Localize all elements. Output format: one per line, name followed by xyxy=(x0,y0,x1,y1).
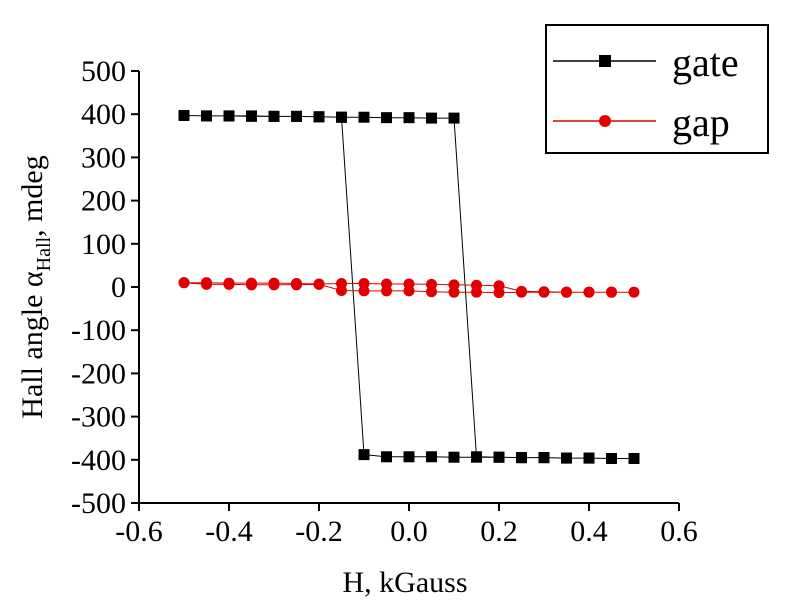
data-point-gap xyxy=(291,279,302,291)
y-tick-label: -500 xyxy=(71,487,126,520)
data-point-gate xyxy=(246,110,257,122)
y-tick-label: -400 xyxy=(71,444,126,477)
data-point-gap xyxy=(336,284,347,296)
x-tick-label: 0.4 xyxy=(570,515,608,548)
data-point-gate xyxy=(313,111,325,123)
data-point-gate xyxy=(628,453,640,465)
data-point-gap xyxy=(178,277,190,289)
x-tick-label: 0.6 xyxy=(660,515,698,548)
series-line-gate xyxy=(183,115,634,459)
data-point-gap xyxy=(628,286,640,298)
y-tick-label: 500 xyxy=(81,55,126,88)
data-point-gap xyxy=(223,278,235,290)
legend-gap-label: gap xyxy=(672,100,730,145)
data-point-gate xyxy=(201,110,212,122)
y-axis-title: Hall angle αHall, mdeg xyxy=(16,155,55,418)
data-point-gate xyxy=(471,451,482,463)
data-point-gap xyxy=(471,286,482,298)
y-tick-label: 100 xyxy=(81,228,126,261)
data-point-gate xyxy=(358,111,370,123)
data-point-gate xyxy=(583,452,595,464)
y-tick-label: 200 xyxy=(81,185,126,218)
data-point-gap xyxy=(493,287,505,299)
x-tick-label: -0.2 xyxy=(295,515,343,548)
y-axis-title-tail: , mdeg xyxy=(16,155,49,237)
data-point-gate xyxy=(291,110,302,122)
data-point-gap xyxy=(448,286,460,298)
tick-layer: -0.6 -0.4 -0.2 0.0 0.2 0.4 0.6 500 400 300 200 100 0… xyxy=(71,55,698,548)
x-tick-label: -0.6 xyxy=(115,515,163,548)
data-point-gate xyxy=(403,451,415,463)
data-point-gate xyxy=(448,112,460,124)
y-tick-label: -300 xyxy=(71,401,126,434)
data-point-gap xyxy=(561,286,572,298)
data-point-gate xyxy=(381,112,392,124)
data-point-gap xyxy=(201,278,212,290)
data-point-gate xyxy=(178,109,190,121)
data-point-gate xyxy=(538,452,550,464)
data-point-gap xyxy=(246,279,257,291)
series-line-gap xyxy=(183,282,634,294)
x-axis-title: H, kGauss xyxy=(343,566,468,599)
y-tick-label: -200 xyxy=(71,357,126,390)
data-point-gate xyxy=(448,451,460,463)
data-point-gate xyxy=(403,112,415,124)
legend-gap-marker xyxy=(599,115,611,127)
data-point-gate xyxy=(268,110,280,122)
data-point-gate xyxy=(426,112,437,124)
y-tick-label: 300 xyxy=(81,141,126,174)
legend-box xyxy=(545,24,769,154)
data-point-gap xyxy=(381,285,392,297)
series-gap xyxy=(178,277,640,299)
legend-gate-marker xyxy=(599,55,611,67)
data-point-gate xyxy=(493,451,505,463)
data-point-gap xyxy=(313,278,325,290)
x-tick-label: -0.4 xyxy=(205,515,253,548)
y-axis-title-main: Hall angle α xyxy=(16,271,49,419)
data-point-gate xyxy=(336,111,347,123)
data-point-gate xyxy=(606,453,617,465)
x-tick-label: 0.2 xyxy=(480,515,518,548)
data-point-gate xyxy=(358,449,370,461)
data-point-gate xyxy=(426,451,437,463)
data-point-gap xyxy=(538,286,550,298)
data-point-gate xyxy=(381,451,392,463)
data-point-gate xyxy=(516,452,527,464)
legend: gate gap xyxy=(545,24,769,154)
series-gate xyxy=(178,109,640,465)
data-point-gap xyxy=(606,286,617,298)
data-point-gap xyxy=(583,286,595,298)
data-point-gate xyxy=(223,110,235,122)
data-point-gap xyxy=(268,279,280,291)
data-point-gap xyxy=(358,285,370,297)
data-point-gate xyxy=(561,452,572,464)
series-layer xyxy=(178,109,640,465)
data-point-gap xyxy=(403,285,415,297)
data-point-gap xyxy=(426,286,437,298)
legend-gate-label: gate xyxy=(672,40,739,85)
y-tick-label: 0 xyxy=(111,271,126,304)
data-point-gap xyxy=(516,286,527,298)
y-tick-label: 400 xyxy=(81,98,126,131)
y-tick-label: -100 xyxy=(71,314,126,347)
y-axis-title-subscript: Hall xyxy=(33,236,55,271)
x-tick-label: 0.0 xyxy=(390,515,428,548)
